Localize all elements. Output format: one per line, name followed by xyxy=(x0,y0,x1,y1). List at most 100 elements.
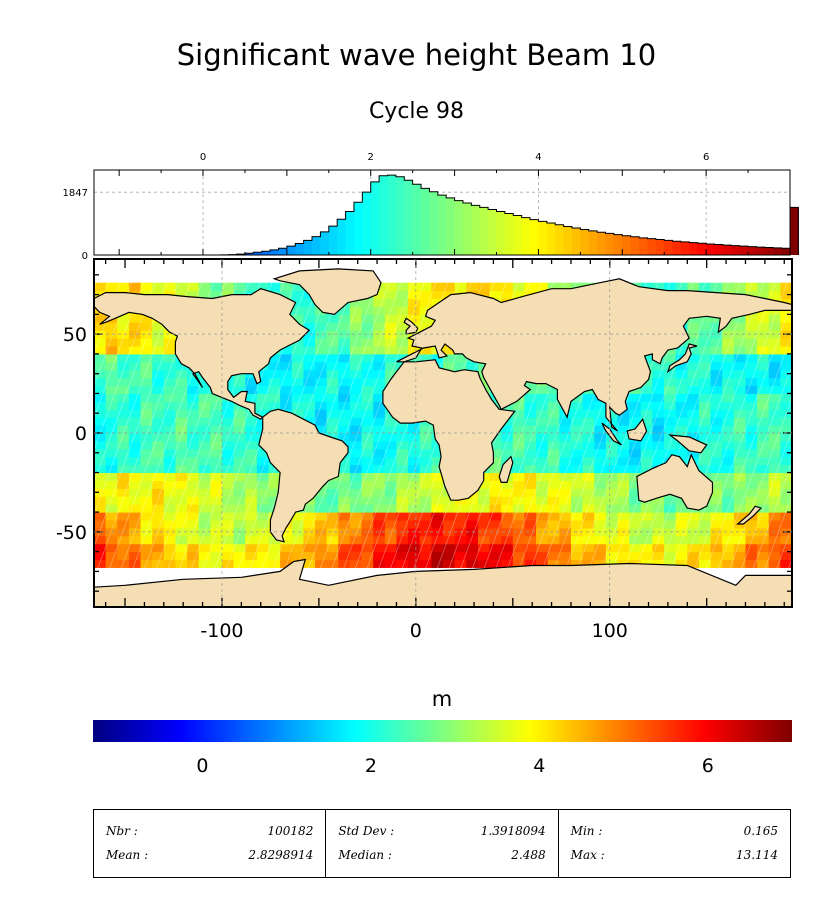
hist-bar xyxy=(488,209,497,255)
hist-bar xyxy=(261,251,271,255)
map-lon-tick-label: 0 xyxy=(410,620,422,642)
hist-bar xyxy=(588,230,598,255)
map-axes: -100 0 100 50 0 -50 xyxy=(56,258,793,642)
min-label: Min : xyxy=(570,824,603,838)
land-borneo xyxy=(626,417,648,442)
hist-bar xyxy=(622,235,632,255)
land-britain xyxy=(403,317,419,335)
hist-bar xyxy=(429,191,439,255)
median-label: Median : xyxy=(338,848,392,862)
min-value: 0.165 xyxy=(743,824,778,838)
hist-bar xyxy=(345,211,355,255)
hist-bar xyxy=(454,200,464,255)
hist-bar xyxy=(630,236,640,255)
hist-outline xyxy=(219,174,799,256)
map-lon-tick-label: -100 xyxy=(200,620,243,642)
land-south-america xyxy=(258,408,349,543)
hist-bar xyxy=(337,219,346,255)
hist-bar xyxy=(513,215,523,255)
land-greenland xyxy=(272,268,382,316)
mean-label: Mean : xyxy=(106,848,149,862)
hist-bar xyxy=(748,246,757,255)
nbr-value: 100182 xyxy=(267,824,314,838)
colorbar-gradient xyxy=(93,720,792,742)
land-new-guinea xyxy=(667,434,708,454)
hist-y-tick-label: 1847 xyxy=(63,188,88,199)
max-label: Max : xyxy=(570,848,605,862)
land-north-america xyxy=(94,288,311,420)
hist-bar xyxy=(571,227,581,255)
hist-bar xyxy=(270,249,279,255)
hist-bar xyxy=(387,175,397,255)
stats-column-2: Std Dev : 1.3918094 Median : 2.488 xyxy=(326,810,559,877)
max-value: 13.114 xyxy=(735,848,778,862)
hist-bar xyxy=(286,246,296,255)
hist-bar xyxy=(244,253,254,255)
hist-y-tick-label: 0 xyxy=(82,251,88,262)
hist-bar xyxy=(395,176,405,255)
map-panel xyxy=(94,259,792,607)
hist-bar xyxy=(379,175,388,255)
map-lon-tick-label: 100 xyxy=(592,620,628,642)
stats-column-1: Nbr : 100182 Mean : 2.8298914 xyxy=(94,810,327,877)
hist-bar xyxy=(353,202,363,255)
hist-bar xyxy=(722,245,732,255)
hist-bar xyxy=(739,246,749,255)
land-australia xyxy=(636,453,714,511)
hist-bar xyxy=(546,223,556,255)
colorbar-tick-label: 0 xyxy=(196,755,208,777)
hist-bar xyxy=(647,238,657,255)
hist-frame xyxy=(93,169,791,256)
chart-subtitle: Cycle 98 xyxy=(368,99,465,124)
colorbar: m 0 2 4 6 xyxy=(93,687,792,777)
hist-bar xyxy=(412,184,422,255)
figure-canvas: 0 2 4 6 0 1847 -100 0 100 50 0 -50 m 0 2 4 6 xyxy=(56,152,799,777)
chart-title: Significant wave height Beam 10 xyxy=(176,38,657,72)
hist-bar xyxy=(253,252,263,255)
land-eurasia xyxy=(396,278,792,432)
hist-bar xyxy=(370,181,380,255)
hist-bar xyxy=(689,242,699,255)
hist-bar xyxy=(639,237,648,255)
colorbar-tick-label: 6 xyxy=(702,755,714,777)
land-antarctica xyxy=(94,558,792,607)
hist-bar xyxy=(756,247,766,255)
hist-bar xyxy=(312,236,321,255)
statistics-table: Nbr : 100182 Mean : 2.8298914 Std Dev : 1.3… xyxy=(93,809,791,878)
hist-bar xyxy=(521,217,531,255)
land-madagascar xyxy=(498,455,514,483)
hist-bar xyxy=(479,207,489,255)
hist-bar xyxy=(680,241,690,255)
hist-bar xyxy=(781,248,791,255)
hist-bar xyxy=(664,240,674,255)
hist-bar xyxy=(790,207,799,255)
hist-x-tick-label: 6 xyxy=(703,152,709,163)
map-lat-tick-label: -50 xyxy=(56,522,87,544)
hist-bar xyxy=(471,205,481,255)
hist-bar xyxy=(563,226,573,255)
land-new-zealand xyxy=(736,505,763,525)
hist-bar xyxy=(597,232,606,255)
colorbar-tick-label: 2 xyxy=(365,755,377,777)
map-lat-tick-label: 50 xyxy=(63,324,87,346)
colorbar-tick-label: 4 xyxy=(533,755,545,777)
hist-bar xyxy=(764,247,774,255)
hist-bar xyxy=(421,188,430,255)
hist-bar xyxy=(303,240,313,255)
hist-bar xyxy=(555,224,564,255)
hist-bar xyxy=(706,243,715,255)
hist-bar xyxy=(773,247,783,255)
hist-bar xyxy=(320,231,330,255)
colorbar-label: m xyxy=(432,687,452,711)
hist-bar xyxy=(496,211,506,255)
land-africa xyxy=(382,359,516,501)
hist-bar xyxy=(328,226,338,255)
map-lat-tick-label: 0 xyxy=(75,423,87,445)
hist-x-tick-label: 4 xyxy=(535,152,541,163)
hist-x-tick-label: 0 xyxy=(200,152,206,163)
stats-column-3: Min : 0.165 Max : 13.114 xyxy=(559,810,790,877)
hist-bar xyxy=(404,180,414,255)
hist-bar xyxy=(362,192,372,255)
hist-bar xyxy=(437,195,447,255)
hist-bar xyxy=(446,197,455,255)
